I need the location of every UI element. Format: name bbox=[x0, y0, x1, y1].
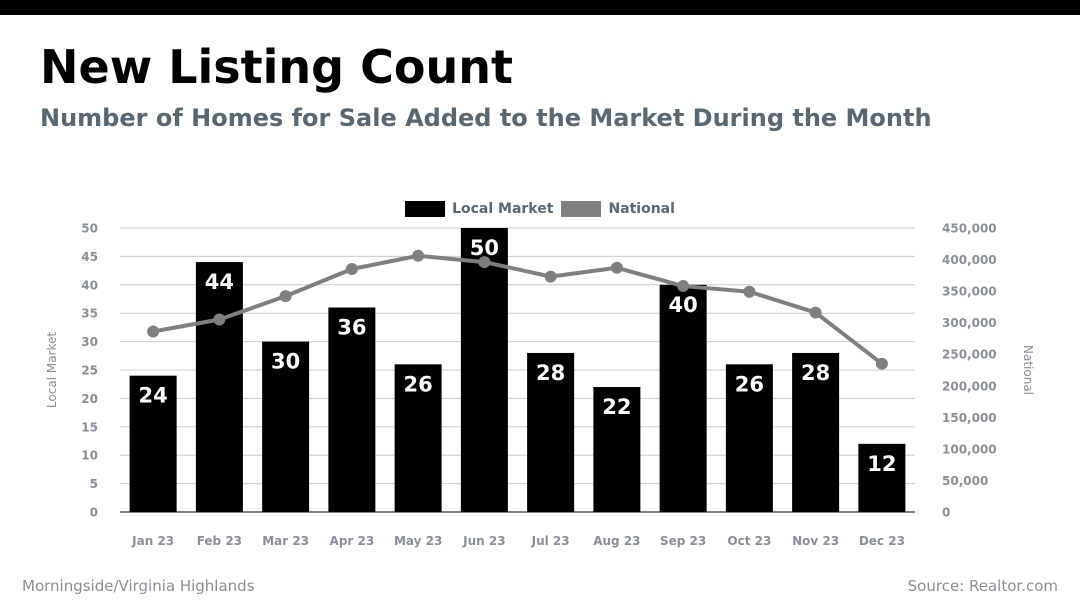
bar-value-label: 22 bbox=[602, 395, 631, 419]
y-tick-label: 35 bbox=[81, 307, 98, 321]
bar-value-label: 26 bbox=[404, 372, 433, 396]
x-tick-label: May 23 bbox=[394, 534, 442, 548]
legend-label-national: National bbox=[608, 201, 675, 217]
bar bbox=[858, 443, 906, 512]
y2-tick-label: 350,000 bbox=[942, 285, 997, 299]
y-axis-title: Local Market bbox=[45, 332, 59, 408]
bar bbox=[725, 364, 773, 512]
y-tick-label: 25 bbox=[81, 364, 98, 378]
y-tick-label: 40 bbox=[81, 278, 98, 292]
national-point bbox=[875, 357, 888, 370]
national-point bbox=[412, 249, 425, 262]
national-point bbox=[610, 261, 623, 274]
page-title: New Listing Count bbox=[40, 40, 513, 94]
y-tick-label: 45 bbox=[81, 250, 98, 264]
national-point bbox=[279, 290, 292, 303]
bar bbox=[195, 262, 243, 512]
bar bbox=[593, 387, 641, 512]
source-label: Source: Realtor.com bbox=[907, 577, 1058, 595]
bar bbox=[394, 364, 442, 512]
y-tick-label: 5 bbox=[90, 477, 98, 491]
national-point bbox=[147, 325, 160, 338]
national-point bbox=[213, 313, 226, 326]
x-tick-label: Oct 23 bbox=[727, 534, 771, 548]
y2-tick-label: 300,000 bbox=[942, 316, 997, 330]
bar bbox=[328, 307, 376, 512]
y2-tick-label: 200,000 bbox=[942, 379, 997, 393]
national-point bbox=[809, 306, 822, 319]
y2-tick-label: 150,000 bbox=[942, 411, 997, 425]
bar bbox=[262, 341, 310, 512]
x-tick-label: Aug 23 bbox=[593, 534, 640, 548]
legend-label-local: Local Market bbox=[452, 201, 554, 217]
legend-item-national: National bbox=[561, 201, 675, 217]
top-bar bbox=[0, 0, 1080, 15]
bar bbox=[129, 375, 177, 512]
bar-value-label: 50 bbox=[470, 236, 499, 260]
national-point bbox=[544, 270, 557, 283]
y-tick-label: 10 bbox=[81, 449, 98, 463]
legend-item-local: Local Market bbox=[405, 201, 553, 217]
y-tick-label: 50 bbox=[81, 222, 98, 236]
bar bbox=[460, 228, 508, 512]
national-series-line bbox=[152, 253, 884, 366]
legend-swatch-local bbox=[405, 201, 446, 217]
legend-swatch-national bbox=[561, 201, 602, 217]
y2-axis-title: National bbox=[1021, 345, 1035, 395]
y2-tick-label: 400,000 bbox=[942, 253, 997, 267]
x-tick-label: Jul 23 bbox=[531, 534, 570, 548]
y2-tick-label: 450,000 bbox=[942, 222, 997, 236]
y2-tick-label: 50,000 bbox=[942, 474, 988, 488]
chart-legend: Local Market National bbox=[0, 201, 1080, 217]
bar-value-label: 26 bbox=[735, 372, 764, 396]
bar-value-label: 12 bbox=[867, 452, 896, 476]
y2-tick-label: 100,000 bbox=[942, 442, 997, 456]
x-tick-label: Nov 23 bbox=[792, 534, 839, 548]
y-tick-label: 20 bbox=[81, 392, 98, 406]
bar bbox=[792, 352, 840, 512]
x-tick-label: Feb 23 bbox=[197, 534, 242, 548]
national-point bbox=[478, 256, 491, 269]
bar-value-label: 36 bbox=[337, 316, 366, 340]
y-tick-label: 0 bbox=[90, 506, 98, 520]
x-tick-label: Jan 23 bbox=[131, 534, 174, 548]
y2-tick-label: 250,000 bbox=[942, 348, 997, 362]
x-tick-label: Sep 23 bbox=[660, 534, 706, 548]
bar-value-label: 28 bbox=[801, 361, 830, 385]
x-tick-label: Jun 23 bbox=[462, 534, 505, 548]
bar bbox=[659, 284, 707, 512]
page-subtitle: Number of Homes for Sale Added to the Ma… bbox=[40, 104, 932, 132]
bar-value-label: 30 bbox=[271, 350, 300, 374]
x-tick-label: Apr 23 bbox=[330, 534, 375, 548]
bar bbox=[527, 352, 575, 512]
bar-value-label: 24 bbox=[139, 384, 168, 408]
y2-tick-label: 0 bbox=[942, 506, 950, 520]
x-tick-label: Dec 23 bbox=[859, 534, 905, 548]
y-tick-label: 15 bbox=[81, 420, 98, 434]
national-point bbox=[677, 280, 690, 293]
bar-value-label: 44 bbox=[205, 270, 234, 294]
location-label: Morningside/Virginia Highlands bbox=[22, 577, 255, 595]
national-point bbox=[345, 263, 358, 276]
x-tick-label: Mar 23 bbox=[262, 534, 309, 548]
bar-value-label: 40 bbox=[669, 293, 698, 317]
y-tick-label: 30 bbox=[81, 335, 98, 349]
national-point bbox=[743, 285, 756, 298]
bar-value-label: 28 bbox=[536, 361, 565, 385]
